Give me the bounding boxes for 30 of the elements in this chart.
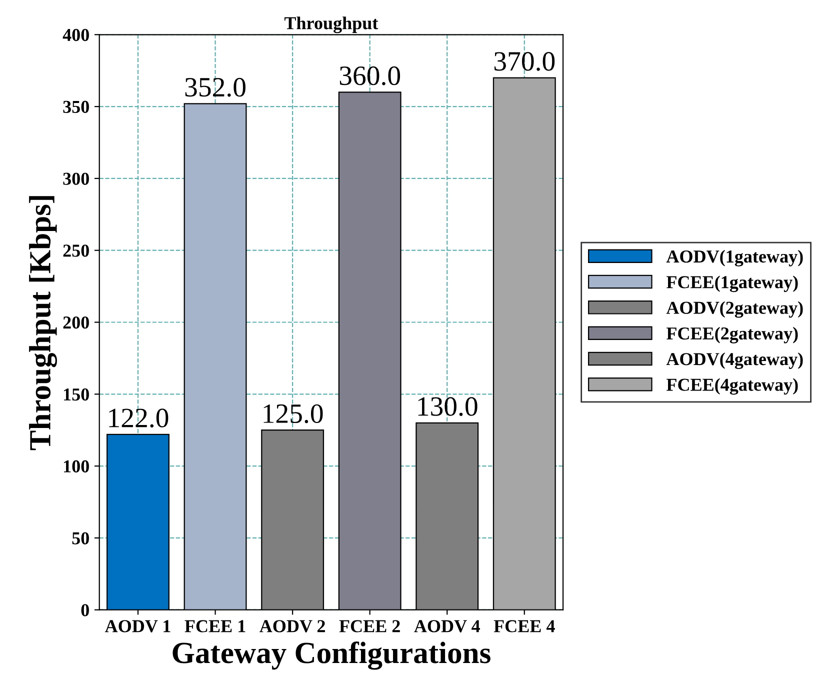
y-axis-title: Throughput [Kbps]: [29, 196, 57, 450]
x-tick-label: FCEE 1: [184, 620, 246, 632]
x-axis-title: Gateway Configurations: [172, 641, 490, 670]
text: 360.0: [340, 66, 400, 86]
x-tick-label: FCEE 2: [339, 620, 400, 632]
legend-label: FCEE(2gateway): [666, 326, 798, 344]
y-tick-label: 350: [63, 100, 89, 113]
y-tick-label: 150: [64, 388, 89, 401]
legend-label: AODV(2gateway): [666, 301, 803, 318]
legend-label: AODV(4gateway): [666, 352, 803, 370]
x-tick-label: AODV 4: [414, 620, 480, 632]
chart-title: Throughput: [284, 16, 378, 34]
text: 122.0: [109, 408, 168, 428]
legend-label: FCEE(4gateway): [666, 378, 798, 395]
y-tick-label: 50: [72, 532, 89, 544]
text: 370.0: [494, 52, 555, 71]
legend-label: AODV(1gateway): [666, 250, 803, 266]
x-tick-label: AODV 1: [104, 620, 170, 632]
legend-label: FCEE(1gateway): [666, 276, 798, 292]
y-tick-label: 0: [81, 604, 89, 616]
y-tick-label: 100: [64, 460, 89, 472]
y-tick-label: 400: [62, 28, 89, 42]
x-tick-label: FCEE 4: [494, 620, 555, 632]
text: 125.0: [264, 404, 323, 424]
y-tick-label: 250: [63, 244, 89, 257]
text: 352.0: [185, 78, 246, 97]
text: 130.0: [418, 397, 478, 416]
x-tick-label: AODV 2: [260, 620, 325, 632]
y-tick-label: 300: [63, 172, 89, 185]
y-tick-label: 200: [63, 316, 89, 329]
